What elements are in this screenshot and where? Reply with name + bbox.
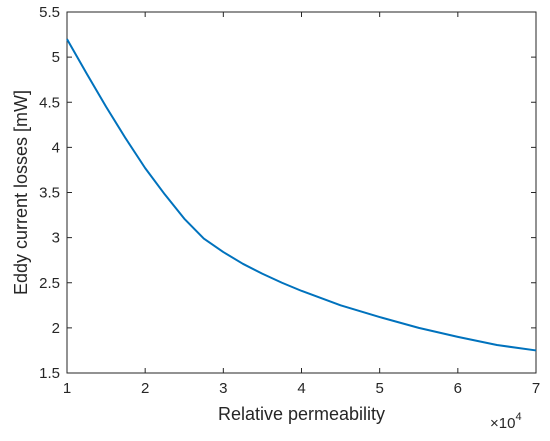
y-axis-ticks: 1.5 2 2.5 3 3.5 4 4.5 5 5.5 bbox=[39, 4, 536, 382]
y-axis-label: Eddy current losses [mW] bbox=[11, 90, 31, 295]
x-axis-ticks: 1 2 3 4 5 6 7 bbox=[63, 12, 540, 397]
y-tick-label: 4 bbox=[52, 139, 60, 156]
x-tick-label: 3 bbox=[219, 380, 227, 397]
x-axis-multiplier-exponent: 4 bbox=[515, 411, 521, 423]
x-tick-label: 7 bbox=[532, 380, 540, 397]
y-tick-label: 4.5 bbox=[39, 94, 60, 111]
x-tick-label: 5 bbox=[375, 380, 383, 397]
x-axis-multiplier-base: ×10 bbox=[490, 415, 515, 432]
y-tick-label: 3 bbox=[52, 230, 60, 247]
x-tick-label: 1 bbox=[63, 380, 71, 397]
x-tick-label: 6 bbox=[454, 380, 462, 397]
x-axis-multiplier: ×104 bbox=[490, 411, 522, 432]
y-tick-label: 2 bbox=[52, 320, 60, 337]
plot-frame bbox=[66, 11, 537, 374]
y-tick-label: 2.5 bbox=[39, 275, 60, 292]
x-tick-label: 2 bbox=[141, 380, 149, 397]
series-line-1 bbox=[66, 38, 537, 352]
series-layer bbox=[66, 38, 537, 352]
y-tick-label: 1.5 bbox=[39, 365, 60, 382]
y-tick-label: 5 bbox=[52, 49, 60, 66]
y-tick-label: 3.5 bbox=[39, 185, 60, 202]
x-axis-label: Relative permeability bbox=[218, 404, 385, 424]
x-tick-label: 4 bbox=[297, 380, 305, 397]
plot-area: 1 2 3 4 5 6 7 1.5 2 2.5 3 3.5 4 4.5 5 5.5 bbox=[39, 4, 540, 397]
y-tick-label: 5.5 bbox=[39, 4, 60, 21]
